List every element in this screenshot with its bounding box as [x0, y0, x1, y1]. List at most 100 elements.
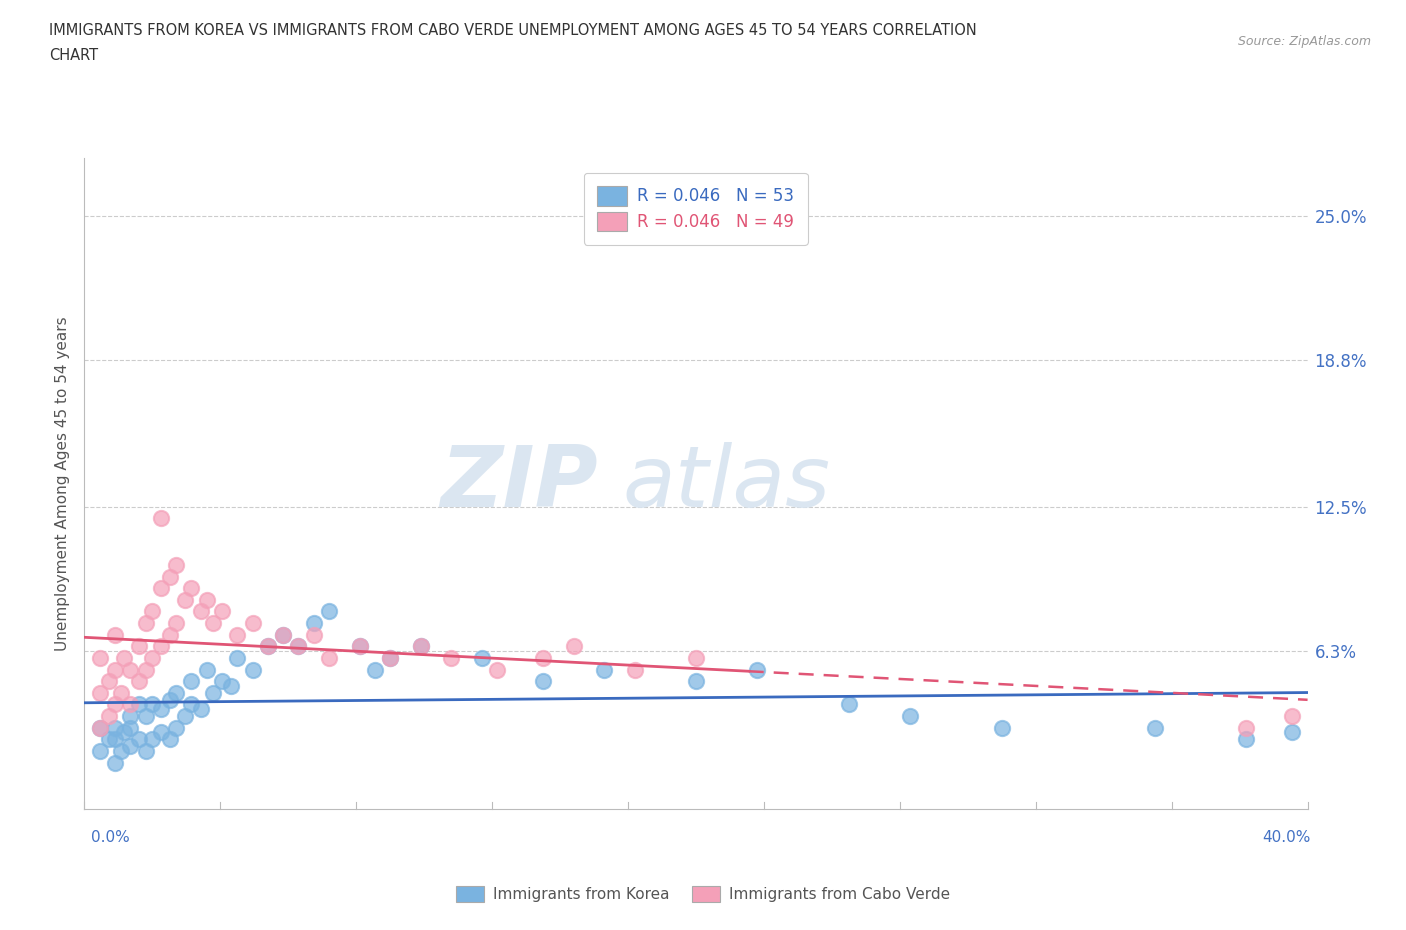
Point: [135, 616, 157, 631]
Point: [120, 709, 142, 724]
Point: [1234, 720, 1257, 735]
Text: ZIP: ZIP: [440, 442, 598, 525]
Point: [159, 692, 181, 707]
Point: [165, 720, 187, 735]
Point: [219, 679, 242, 694]
Point: [409, 639, 432, 654]
Point: [110, 744, 132, 759]
Point: [149, 580, 172, 595]
Point: [112, 725, 135, 740]
Point: [89, 720, 111, 735]
Point: [128, 698, 150, 712]
Point: [174, 709, 197, 724]
Point: [120, 720, 142, 735]
Point: [242, 616, 264, 631]
Point: [562, 639, 585, 654]
Point: [211, 604, 233, 619]
Text: IMMIGRANTS FROM KOREA VS IMMIGRANTS FROM CABO VERDE UNEMPLOYMENT AMONG AGES 45 T: IMMIGRANTS FROM KOREA VS IMMIGRANTS FROM…: [49, 23, 977, 38]
Point: [380, 651, 402, 666]
Point: [624, 662, 647, 677]
Point: [349, 639, 371, 654]
Point: [364, 662, 387, 677]
Point: [349, 639, 371, 654]
Point: [110, 685, 132, 700]
Point: [89, 685, 111, 700]
Point: [685, 673, 707, 688]
Point: [302, 616, 325, 631]
Point: [135, 744, 157, 759]
Point: [165, 685, 187, 700]
Text: atlas: atlas: [623, 442, 831, 525]
Point: [159, 732, 181, 747]
Point: [180, 698, 202, 712]
Point: [104, 698, 127, 712]
Point: [149, 701, 172, 716]
Point: [141, 604, 163, 619]
Point: [201, 685, 224, 700]
Point: [318, 651, 340, 666]
Point: [1281, 725, 1303, 740]
Point: [128, 673, 150, 688]
Point: [149, 512, 172, 526]
Point: [226, 627, 249, 642]
Point: [1143, 720, 1166, 735]
Point: [165, 616, 187, 631]
Point: [380, 651, 402, 666]
Point: [165, 557, 187, 572]
Point: [141, 732, 163, 747]
Point: [128, 639, 150, 654]
Point: [141, 651, 163, 666]
Point: [838, 698, 860, 712]
Point: [180, 673, 202, 688]
Point: [141, 698, 163, 712]
Point: [104, 627, 127, 642]
Legend: Immigrants from Korea, Immigrants from Cabo Verde: Immigrants from Korea, Immigrants from C…: [450, 880, 956, 909]
Point: [747, 662, 769, 677]
Point: [149, 725, 172, 740]
Point: [991, 720, 1014, 735]
Point: [440, 651, 463, 666]
Point: [149, 639, 172, 654]
Point: [135, 709, 157, 724]
Point: [135, 662, 157, 677]
Point: [685, 651, 707, 666]
Point: [593, 662, 616, 677]
Point: [120, 698, 142, 712]
Point: [486, 662, 509, 677]
Y-axis label: Unemployment Among Ages 45 to 54 years: Unemployment Among Ages 45 to 54 years: [55, 316, 70, 651]
Point: [257, 639, 280, 654]
Point: [97, 709, 120, 724]
Text: CHART: CHART: [49, 48, 98, 63]
Point: [120, 738, 142, 753]
Point: [531, 673, 554, 688]
Point: [271, 627, 294, 642]
Point: [120, 662, 142, 677]
Point: [112, 651, 135, 666]
Point: [898, 709, 921, 724]
Point: [531, 651, 554, 666]
Point: [190, 701, 212, 716]
Point: [211, 673, 233, 688]
Point: [97, 732, 120, 747]
Point: [89, 744, 111, 759]
Point: [89, 720, 111, 735]
Point: [104, 662, 127, 677]
Point: [1281, 709, 1303, 724]
Point: [180, 580, 202, 595]
Point: [318, 604, 340, 619]
Point: [159, 627, 181, 642]
Point: [226, 651, 249, 666]
Point: [242, 662, 264, 677]
Point: [128, 732, 150, 747]
Point: [104, 732, 127, 747]
Point: [302, 627, 325, 642]
Point: [257, 639, 280, 654]
Point: [1234, 732, 1257, 747]
Point: [287, 639, 309, 654]
Point: [159, 569, 181, 584]
Point: [174, 592, 197, 607]
Point: [471, 651, 494, 666]
Text: Source: ZipAtlas.com: Source: ZipAtlas.com: [1237, 35, 1371, 48]
Point: [271, 627, 294, 642]
Point: [190, 604, 212, 619]
